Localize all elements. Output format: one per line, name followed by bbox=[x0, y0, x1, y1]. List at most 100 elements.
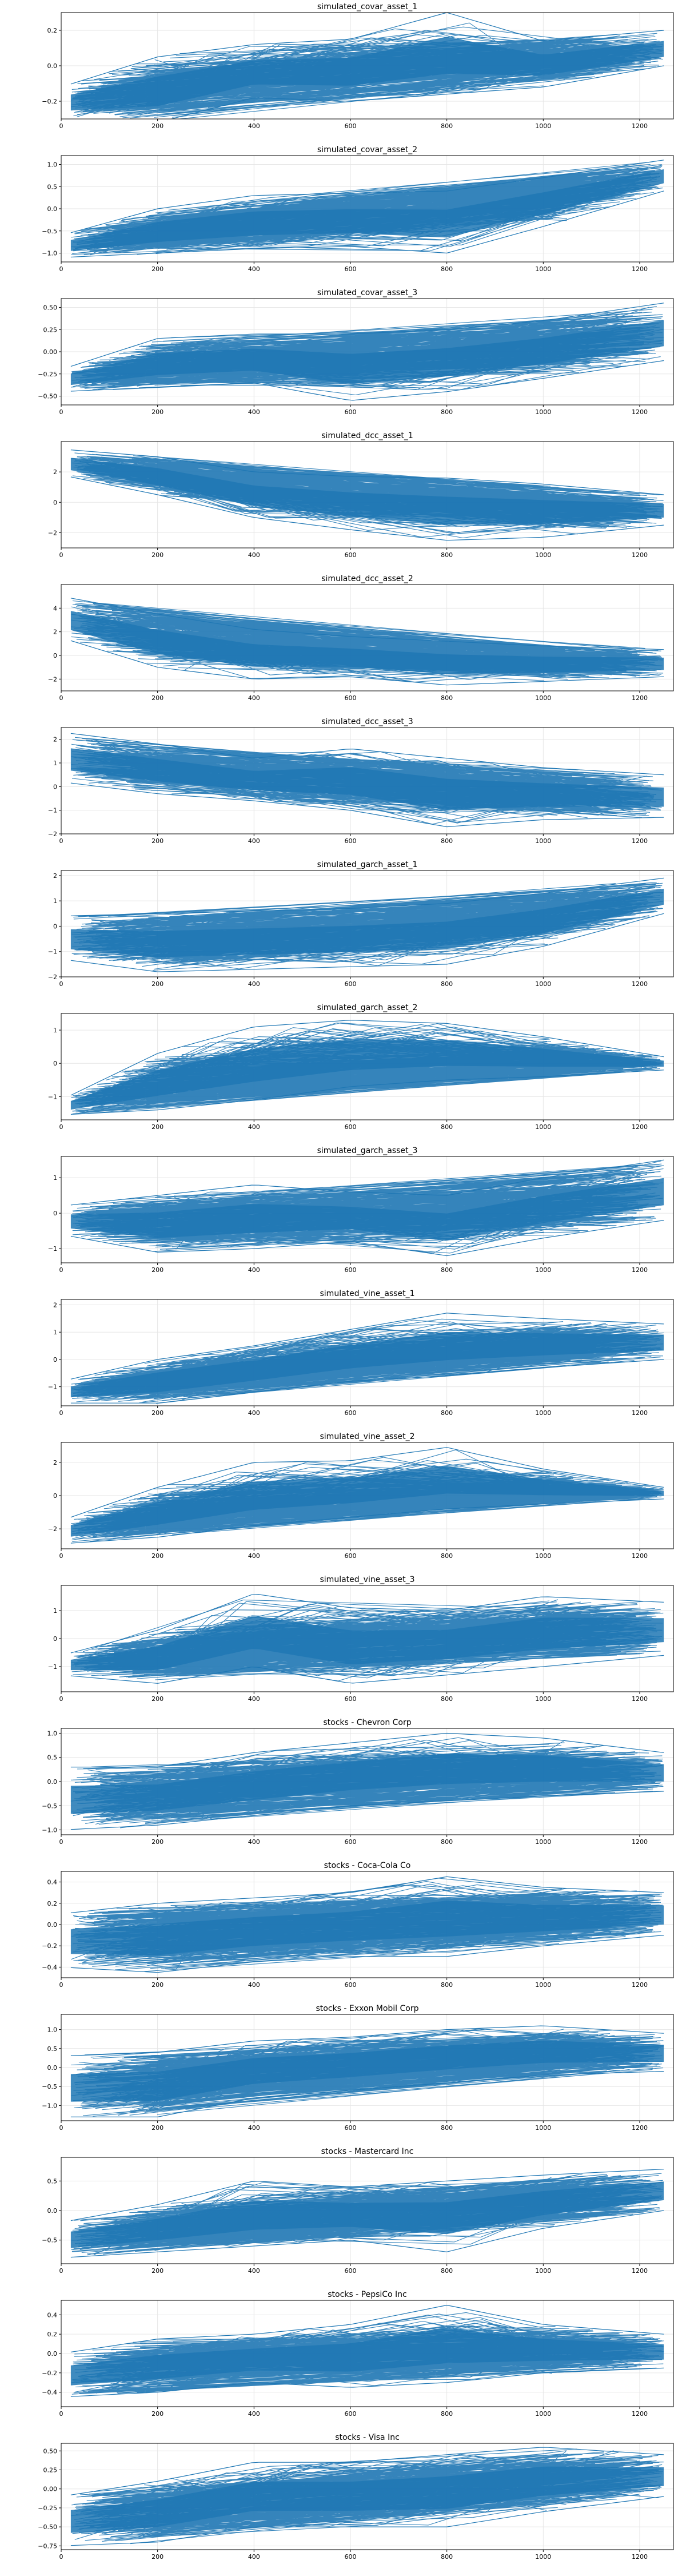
series-line-lower bbox=[70, 2071, 664, 2117]
x-tick-label: 1000 bbox=[535, 1838, 551, 1846]
x-tick-label: 800 bbox=[441, 2267, 453, 2275]
series-density-core bbox=[70, 1616, 664, 1671]
x-tick-label: 1000 bbox=[535, 694, 551, 702]
x-tick-label: 0 bbox=[59, 1981, 63, 1989]
x-tick-label: 0 bbox=[59, 2124, 63, 2132]
y-tick-label: 1.0 bbox=[47, 161, 58, 169]
series-density-core bbox=[70, 611, 664, 674]
chart-svg: simulated_dcc_asset_1 0 200 400 600 800 1000 12… bbox=[48, 431, 674, 559]
x-tick-label: 600 bbox=[344, 2267, 356, 2275]
series-line-upper bbox=[70, 1732, 664, 1768]
y-tick-label: −1 bbox=[48, 1384, 57, 1391]
x-tick-label: 200 bbox=[151, 694, 163, 702]
series-density-core bbox=[70, 888, 664, 957]
chart-panel: simulated_garch_asset_2 0 200 400 600 800 1000… bbox=[0, 1001, 686, 1144]
x-tick-label: 600 bbox=[344, 1552, 356, 1560]
chart-svg: stocks - Mastercard Inc 0 200 400 600 800 1000… bbox=[42, 2147, 674, 2275]
series-line-lower bbox=[70, 190, 664, 258]
chart-panel: stocks - Chevron Corp 0 200 400 600 800 1000 12… bbox=[0, 1716, 686, 1859]
chart-title: simulated_covar_asset_1 bbox=[317, 2, 417, 11]
series-density-core bbox=[70, 1901, 664, 1955]
y-tick-label: 0.5 bbox=[47, 183, 58, 190]
y-tick-label: 2 bbox=[53, 629, 57, 636]
y-tick-label: 1 bbox=[53, 1027, 57, 1034]
y-tick-label: 0 bbox=[53, 1492, 57, 1500]
y-tick-label: 0.00 bbox=[43, 2486, 58, 2493]
y-tick-label: −1.0 bbox=[42, 2102, 57, 2109]
y-tick-label: −0.50 bbox=[38, 2523, 57, 2531]
axes-frame bbox=[61, 2443, 674, 2550]
x-tick-label: 1200 bbox=[632, 2267, 648, 2275]
x-tick-label: 1200 bbox=[632, 265, 648, 273]
series-line-lower bbox=[70, 1935, 664, 1973]
y-tick-label: 0.50 bbox=[43, 2447, 58, 2455]
chart-panel: simulated_garch_asset_1 0 200 400 600 800 1000… bbox=[0, 858, 686, 1001]
x-tick-label: 0 bbox=[59, 1838, 63, 1846]
x-tick-label: 0 bbox=[59, 1409, 63, 1417]
chart-title: stocks - Exxon Mobil Corp bbox=[316, 2004, 418, 2013]
y-tick-label: 0 bbox=[53, 923, 57, 930]
x-tick-label: 600 bbox=[344, 980, 356, 988]
y-tick-label: −0.25 bbox=[38, 2505, 57, 2512]
x-tick-label: 600 bbox=[344, 1409, 356, 1417]
x-tick-label: 400 bbox=[248, 1695, 260, 1703]
x-tick-label: 200 bbox=[151, 1266, 163, 1274]
chart-title: simulated_vine_asset_3 bbox=[320, 1575, 415, 1584]
y-tick-label: 2 bbox=[53, 1459, 57, 1466]
chart-title: simulated_vine_asset_2 bbox=[320, 1432, 415, 1441]
x-tick-label: 600 bbox=[344, 2553, 356, 2561]
x-tick-label: 800 bbox=[441, 837, 453, 845]
series-line-lower bbox=[70, 2496, 664, 2546]
series-density-core bbox=[70, 2466, 664, 2533]
chart-panel: stocks - Mastercard Inc 0 200 400 600 800 1000… bbox=[0, 2145, 686, 2288]
series-density-core bbox=[70, 1040, 664, 1110]
y-tick-label: −1 bbox=[48, 948, 57, 956]
y-tick-label: 0 bbox=[53, 499, 57, 506]
series-lines bbox=[70, 1594, 664, 1684]
x-tick-label: 1200 bbox=[632, 122, 648, 130]
chart-svg: simulated_vine_asset_1 0 200 400 600 800 1000 1… bbox=[48, 1289, 674, 1417]
x-tick-label: 800 bbox=[441, 1695, 453, 1703]
x-tick-label: 1000 bbox=[535, 551, 551, 559]
series-line-lower bbox=[70, 1655, 664, 1684]
y-tick-label: 0.4 bbox=[47, 1879, 58, 1886]
x-tick-label: 0 bbox=[59, 122, 63, 130]
series-density-core bbox=[70, 1331, 664, 1397]
series-lines bbox=[70, 13, 664, 119]
x-tick-label: 1200 bbox=[632, 1552, 648, 1560]
series-density-core bbox=[70, 1178, 664, 1241]
chart-title: stocks - Coca-Cola Co bbox=[324, 1861, 411, 1870]
chart-title: simulated_dcc_asset_2 bbox=[321, 574, 413, 583]
y-tick-label: 1.0 bbox=[47, 2026, 58, 2034]
y-tick-label: −2 bbox=[48, 1525, 57, 1533]
y-tick-label: 0.25 bbox=[43, 2467, 58, 2474]
chart-panel: stocks - Exxon Mobil Corp 0 200 400 600 800 10… bbox=[0, 2002, 686, 2145]
chart-svg: stocks - Coca-Cola Co 0 200 400 600 800 1000 12… bbox=[42, 1861, 674, 1989]
x-tick-label: 1000 bbox=[535, 837, 551, 845]
x-tick-label: 0 bbox=[59, 1123, 63, 1131]
x-tick-label: 0 bbox=[59, 1695, 63, 1703]
series-line-upper bbox=[70, 1876, 664, 1914]
y-tick-label: 0.00 bbox=[43, 348, 58, 356]
y-tick-label: 0.0 bbox=[47, 205, 58, 213]
x-tick-label: 200 bbox=[151, 2410, 163, 2418]
x-tick-label: 600 bbox=[344, 122, 356, 130]
x-tick-label: 1200 bbox=[632, 408, 648, 416]
y-tick-label: 0.0 bbox=[47, 62, 58, 70]
series-line-upper bbox=[70, 1020, 664, 1096]
chart-svg: stocks - Visa Inc 0 200 400 600 800 1000 1200 −0… bbox=[38, 2433, 674, 2561]
y-tick-label: 0.2 bbox=[47, 1900, 58, 1907]
chart-svg: simulated_covar_asset_1 0 200 400 600 800 1000… bbox=[42, 2, 674, 130]
x-tick-label: 600 bbox=[344, 837, 356, 845]
y-tick-label: −1.0 bbox=[42, 250, 57, 257]
x-tick-label: 1200 bbox=[632, 1838, 648, 1846]
x-tick-label: 1200 bbox=[632, 694, 648, 702]
x-tick-label: 200 bbox=[151, 551, 163, 559]
series-line-lower bbox=[170, 65, 664, 119]
y-tick-label: 0 bbox=[53, 1356, 57, 1363]
x-tick-label: 1000 bbox=[535, 1123, 551, 1131]
chart-panel: simulated_vine_asset_1 0 200 400 600 800 1000 1… bbox=[0, 1287, 686, 1430]
chart-panel: simulated_vine_asset_3 0 200 400 600 800 1000 1… bbox=[0, 1573, 686, 1716]
x-tick-label: 1000 bbox=[535, 1552, 551, 1560]
y-tick-label: 1 bbox=[53, 897, 57, 905]
